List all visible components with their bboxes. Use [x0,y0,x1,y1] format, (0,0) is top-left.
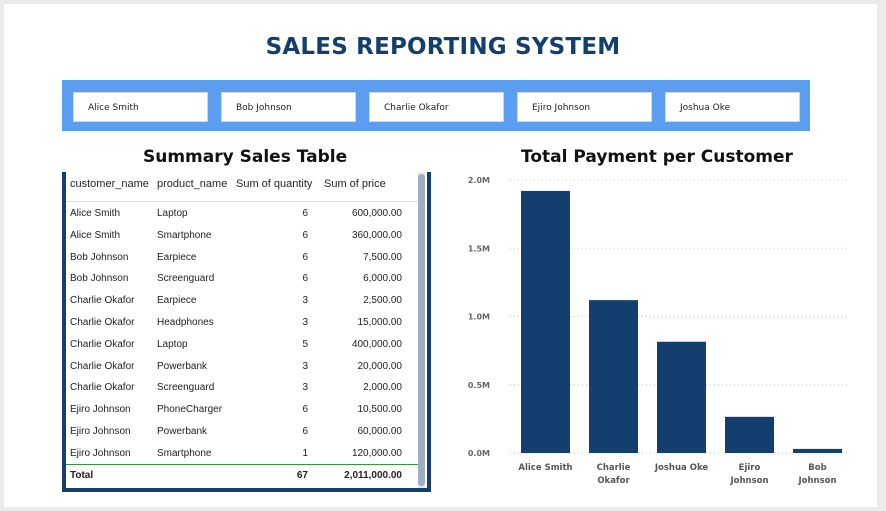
chart-title: Total Payment per Customer [521,147,793,167]
x-tick-label: Johnson [797,476,836,486]
slicer-item-bob-johnson[interactable]: Bob Johnson [221,92,356,122]
x-tick-label: Charlie [597,463,631,473]
table-cell: Alice Smith [70,230,121,241]
table-cell: 10,500.00 [357,404,403,415]
table-cell: Alice Smith [70,208,121,219]
x-tick-label: Ejiro [739,463,761,473]
x-tick-label: Alice Smith [518,463,572,473]
table-cell: 600,000.00 [351,208,402,219]
table-cell: 3 [302,361,308,372]
table-cell: 6 [302,208,308,219]
scrollbar-thumb[interactable] [418,174,425,486]
table-cell: 20,000.00 [357,361,403,372]
total-cell: 2,011,000.00 [344,470,402,481]
column-header[interactable]: customer_name [70,178,149,190]
payment-bar-chart: 0.0M 0.5M 1.0M 1.5M 2.0M Alice Smith Charlie Ok… [440,168,860,498]
table-cell: Charlie Okafor [70,317,135,328]
total-divider [66,464,421,465]
table-cell: Charlie Okafor [70,339,135,350]
slicer-item-ejiro-johnson[interactable]: Ejiro Johnson [517,92,652,122]
table-cell: Earpiece [157,295,197,306]
x-tick-label: Bob [808,463,826,473]
table-cell: 2,500.00 [363,295,402,306]
table-cell: 6 [302,252,308,263]
y-tick-label: 0.0M [468,449,490,458]
column-header[interactable]: product_name [157,178,228,190]
table-cell: 15,000.00 [357,317,403,328]
table-cell: PhoneCharger [157,404,223,415]
y-tick-label: 1.0M [468,313,490,322]
table-cell: 3 [302,317,308,328]
table-cell: 2,000.00 [363,382,402,393]
table-cell: 6 [302,230,308,241]
total-cell: 67 [296,470,308,481]
table-cell: Powerbank [157,361,208,372]
table-cell: 7,500.00 [363,252,402,263]
column-header[interactable]: Sum of price [324,178,386,190]
x-tick-label: Joshua Oke [654,463,709,473]
table-cell: 5 [302,339,308,350]
table-cell: Bob Johnson [70,273,129,284]
page-title: SALES REPORTING SYSTEM [265,34,621,60]
table-cell: Headphones [157,317,214,328]
table-cell: 3 [302,295,308,306]
table-cell: 60,000.00 [357,426,403,437]
table-cell: 6 [302,404,308,415]
table-cell: 1 [302,448,308,459]
table-cell: Screenguard [157,382,215,393]
table-cell: Ejiro Johnson [70,404,131,415]
slicer-item-alice-smith[interactable]: Alice Smith [73,92,208,122]
y-tick-label: 1.5M [468,244,490,253]
table-cell: 360,000.00 [351,230,402,241]
x-tick-label: Okafor [597,476,630,486]
bar[interactable] [521,190,570,454]
table-cell: 6 [302,426,308,437]
y-tick-label: 0.5M [468,381,490,390]
bar[interactable] [793,448,842,453]
x-tick-label: Johnson [729,476,768,486]
table-cell: Bob Johnson [70,252,129,263]
table-cell: Charlie Okafor [70,382,135,393]
table-cell: Ejiro Johnson [70,448,131,459]
header-divider [66,201,421,202]
table-cell: Ejiro Johnson [70,426,131,437]
table-cell: 6,000.00 [363,273,402,284]
table-cell: 400,000.00 [351,339,402,350]
table-body: customer_name product_name Sum of quantity… [66,172,426,488]
table-cell: Powerbank [157,426,208,437]
chart-svg: 0.0M 0.5M 1.0M 1.5M 2.0M Alice Smith Charlie Ok… [468,176,850,486]
table-cell: Charlie Okafor [70,295,135,306]
bar[interactable] [725,416,774,453]
table-cell: 6 [302,273,308,284]
slicer-item-charlie-okafor[interactable]: Charlie Okafor [369,92,504,122]
table-title: Summary Sales Table [143,147,348,167]
table-cell: Charlie Okafor [70,361,135,372]
table-cell: Earpiece [157,252,197,263]
bar[interactable] [657,341,706,453]
table-cell: Laptop [157,339,188,350]
summary-sales-table: customer_name product_name Sum of quantity… [62,172,431,492]
slicer-item-joshua-oke[interactable]: Joshua Oke [665,92,800,122]
table-cell: Smartphone [157,230,212,241]
column-header[interactable]: Sum of quantity [236,178,313,190]
table-cell: 3 [302,382,308,393]
total-cell: Total [70,470,94,481]
table-cell: 120,000.00 [351,448,402,459]
customer-slicer: Alice Smith Bob Johnson Charlie Okafor E… [62,80,810,131]
table-cell: Smartphone [157,448,212,459]
table-cell: Screenguard [157,273,215,284]
bar[interactable] [589,300,638,453]
y-tick-label: 2.0M [468,176,490,185]
table-cell: Laptop [157,208,188,219]
